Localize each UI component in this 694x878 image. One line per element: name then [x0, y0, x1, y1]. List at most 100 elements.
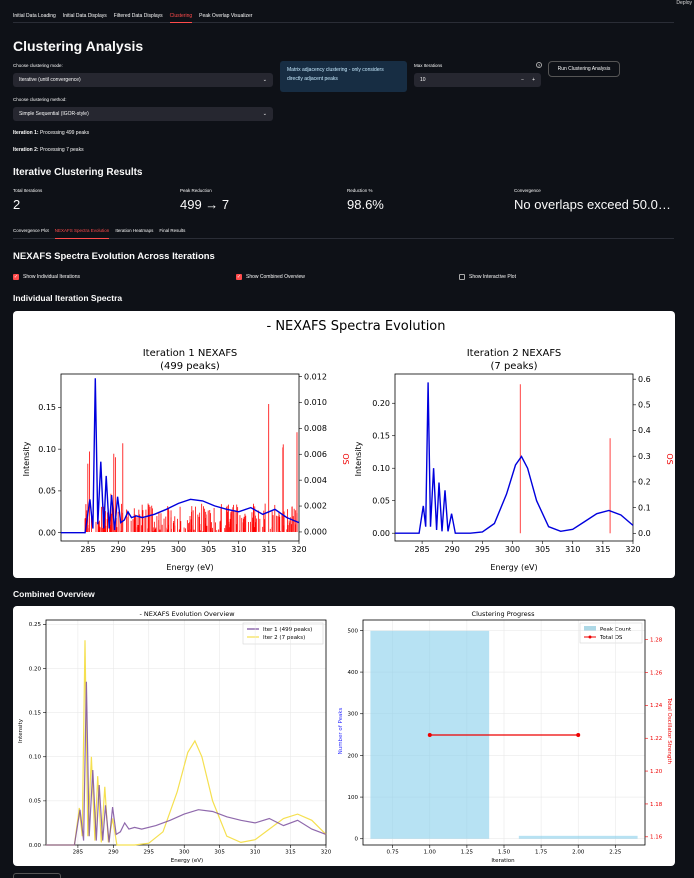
y-tick-label: 0.05	[372, 496, 390, 505]
y2-tick-label: 0.012	[304, 372, 327, 381]
y-tick-label: 0.15	[372, 431, 390, 440]
y-tick-label: 0.20	[372, 399, 390, 408]
metric-value-convergence: No overlaps exceed 50.0…	[514, 197, 671, 212]
max-iterations-input[interactable]: 10 − +	[414, 73, 541, 87]
panel2-ylabel: Intensity	[354, 441, 363, 476]
x-tick-label: 290	[111, 545, 126, 554]
overview-xlabel: Energy (eV)	[171, 858, 203, 864]
x-tick-label: 295	[144, 850, 155, 856]
max-iterations-label: Max Iterations	[414, 63, 443, 68]
y2-tick-label: 1.20	[650, 769, 663, 775]
progress-legend: Peak Count Total OS	[579, 622, 643, 644]
y-tick-label: 0.00	[29, 843, 42, 849]
y2-tick-label: 1.16	[650, 835, 663, 841]
y2-tick-label: 1.24	[650, 703, 663, 709]
tab-clustering[interactable]: Clustering	[169, 9, 193, 23]
y-tick-label: 0.15	[29, 710, 42, 716]
tab-nexafs-spectra-evolution[interactable]: NEXAFS Spectra Evolution	[54, 225, 110, 239]
y2-tick-label: 0.2	[638, 478, 651, 487]
x-tick-label: 315	[261, 545, 276, 554]
x-tick-label: 310	[250, 850, 261, 856]
deploy-label[interactable]: Deploy	[676, 0, 692, 6]
progress-y2label: Total Oscillator Strength	[666, 697, 672, 765]
panel1-y2label: OS	[341, 453, 350, 464]
total-os-point	[576, 732, 581, 737]
checkbox-show-individual[interactable]: ✓ Show Individual Iterations	[13, 274, 80, 280]
checkbox-checked-icon: ✓	[13, 274, 19, 280]
increment-icon[interactable]: +	[532, 77, 535, 83]
help-icon[interactable]: ?	[536, 62, 542, 68]
x-tick-label: 320	[625, 545, 640, 554]
metric-label-reduction-pct: Reduction %	[347, 188, 373, 193]
decrement-icon[interactable]: −	[521, 77, 525, 83]
y-tick-label: 100	[348, 795, 359, 801]
y2-tick-label: 0.010	[304, 398, 327, 407]
x-tick-label: 320	[291, 545, 306, 554]
checkbox-show-interactive[interactable]: Show Interactive Plot	[459, 274, 516, 280]
tab-iteration-heatmaps[interactable]: Iteration Heatmaps	[115, 228, 154, 233]
metric-label-convergence: Convergence	[514, 188, 541, 193]
metric-value-iterations: 2	[13, 197, 21, 212]
x-tick-label: 310	[565, 545, 580, 554]
checkbox-show-combined[interactable]: ✓ Show Combined Overview	[236, 274, 305, 280]
y-tick-label: 0.00	[38, 528, 56, 537]
tab-initial-data-loading[interactable]: Initial Data Loading	[13, 13, 56, 19]
panel2-frame	[394, 373, 634, 542]
x-tick-label: 320	[321, 850, 332, 856]
panel1-subtitle: (499 peaks)	[160, 361, 220, 372]
y2-tick-label: 0.6	[638, 375, 651, 384]
combined-overview-figure: - NEXAFS Evolution Overview Clustering P…	[13, 606, 675, 866]
tab-initial-data-displays[interactable]: Initial Data Displays	[62, 13, 107, 19]
tab-convergence-plot[interactable]: Convergence Plot	[13, 228, 49, 233]
mode-label: Choose clustering mode:	[13, 63, 63, 68]
tab-final-results[interactable]: Final Results	[159, 228, 186, 233]
x-tick-label: 285	[414, 545, 429, 554]
x-tick-label: 1.75	[535, 850, 548, 856]
y-tick-label: 0.05	[29, 799, 42, 805]
y2-tick-label: 1.28	[650, 638, 663, 644]
y2-tick-label: 0.000	[304, 528, 327, 537]
y-tick-label: 400	[348, 670, 359, 676]
x-tick-label: 1.00	[424, 850, 437, 856]
x-tick-label: 290	[108, 850, 119, 856]
x-tick-label: 290	[445, 545, 460, 554]
y2-tick-label: 0.5	[638, 400, 651, 409]
peak-count-bar	[518, 835, 638, 839]
run-clustering-button[interactable]: Run Clustering Analysis	[548, 61, 620, 77]
combined-overview-svg: - NEXAFS Evolution Overview Clustering P…	[18, 610, 672, 864]
x-tick-label: 305	[201, 545, 216, 554]
download-button[interactable]	[13, 873, 61, 878]
overview-title: - NEXAFS Evolution Overview	[139, 610, 235, 618]
x-tick-label: 300	[171, 545, 186, 554]
y-tick-label: 0.05	[38, 487, 56, 496]
method-select[interactable]: Simple Sequential (IGOR-style) ⌄	[13, 107, 273, 121]
individual-spectra-svg: - NEXAFS Spectra Evolution Iteration 1 N…	[22, 319, 674, 572]
y2-tick-label: 0.1	[638, 503, 651, 512]
evolution-heading: NEXAFS Spectra Evolution Across Iteratio…	[13, 251, 215, 262]
metric-label-peak-reduction: Peak Reduction	[180, 188, 212, 193]
mode-select[interactable]: Iterative (until convergence) ⌄	[13, 73, 273, 87]
checkbox-checked-icon: ✓	[236, 274, 242, 280]
info-box: Matrix adjacency clustering - only consi…	[280, 61, 407, 92]
overview-axes: 285 290 295 300 305 310 315 320 0.00 0.05 0.10 0.15…	[29, 619, 332, 856]
y2-tick-label: 0.002	[304, 502, 327, 511]
method-select-value: Simple Sequential (IGOR-style)	[19, 111, 89, 117]
y2-tick-label: 1.22	[650, 736, 662, 742]
progress-ylabel: Number of Peaks	[338, 707, 344, 754]
panel2-spectrum-line	[395, 382, 634, 534]
x-tick-label: 285	[80, 545, 95, 554]
page-title: Clustering Analysis	[13, 38, 144, 54]
panel2-xlabel: Energy (eV)	[490, 563, 537, 572]
y2-tick-label: 0.3	[638, 452, 651, 461]
tab-filtered-data-displays[interactable]: Filtered Data Displays	[113, 13, 163, 19]
method-label: Choose clustering method:	[13, 97, 67, 102]
panel1-spectrum-line	[61, 378, 300, 534]
results-heading: Iterative Clustering Results	[13, 167, 143, 178]
legend-iter1: Iter 1 (499 peaks)	[263, 627, 312, 633]
panel2-title: Iteration 2 NEXAFS	[467, 348, 562, 359]
tab-peak-overlap-visualizer[interactable]: Peak Overlap Visualizer	[199, 13, 253, 19]
individual-heading: Individual Iteration Spectra	[13, 293, 123, 303]
overview-iter2-line	[46, 640, 327, 846]
y2-tick-label: 0.006	[304, 450, 327, 459]
y-tick-label: 0.20	[29, 666, 42, 672]
